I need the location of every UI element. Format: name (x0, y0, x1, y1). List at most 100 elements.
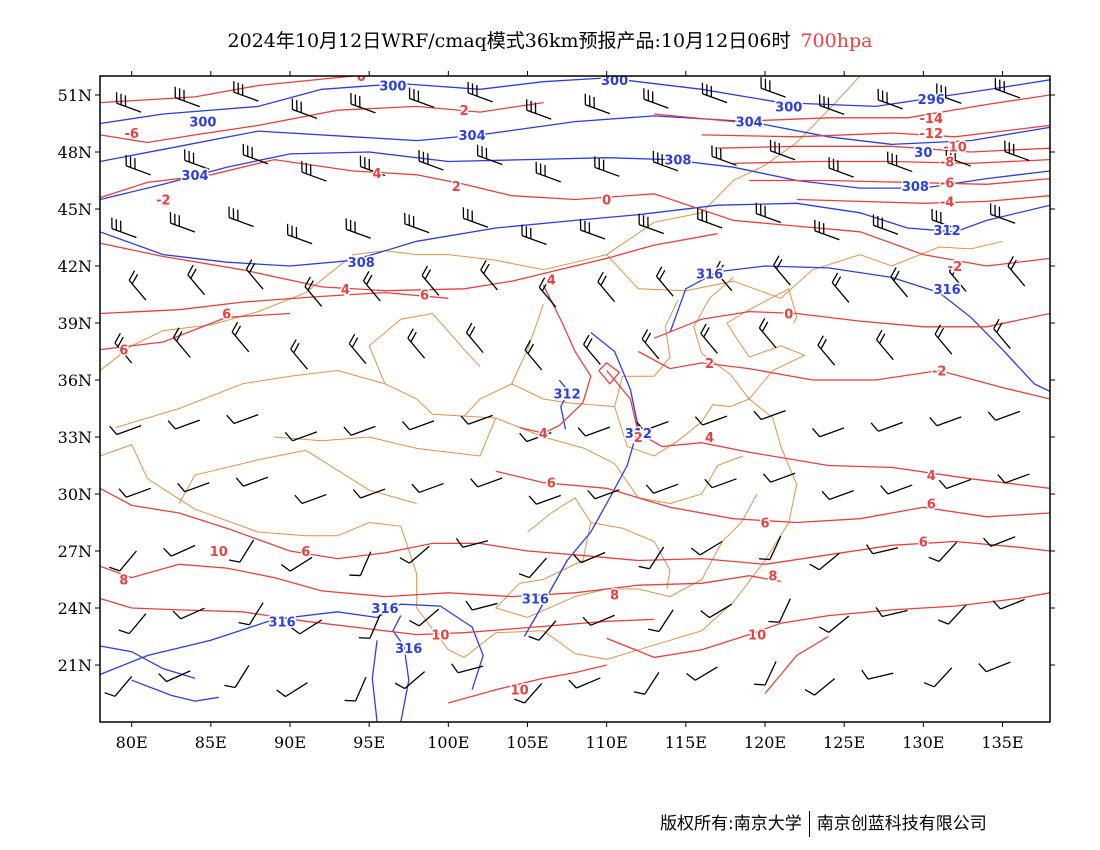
barb-feather (704, 478, 713, 489)
wind-barb (938, 478, 972, 490)
barb-staff (234, 665, 250, 688)
barb-feather (938, 619, 949, 625)
wind-barb (228, 206, 254, 228)
barb-staff (128, 279, 147, 301)
barb-feather (992, 600, 1001, 610)
geopotential-label: 312 (554, 387, 581, 402)
temperature-line (598, 362, 621, 385)
barb-feather (528, 635, 540, 641)
barb-feather (245, 259, 253, 270)
barb-feather (424, 269, 432, 280)
copyright-right: 南京创蓝科技有限公司 (816, 814, 987, 834)
temperature-label: -2 (948, 260, 962, 275)
barb-staff (173, 337, 191, 358)
barb-feather (831, 272, 839, 283)
barb-staff (887, 162, 913, 173)
wind-barb (890, 267, 908, 298)
barb-staff (348, 343, 367, 365)
barb-staff (655, 275, 674, 297)
temperature-label: -6 (940, 176, 954, 191)
footer-separator (808, 811, 810, 837)
barb-staff (760, 87, 786, 98)
copyright-footer: 版权所有:南京大学 南京创蓝科技有限公司 (660, 809, 987, 837)
title-level: 700hpa (800, 30, 873, 52)
wind-barb (872, 214, 899, 235)
barb-feather (118, 488, 127, 498)
geopotential-label: 316 (696, 268, 723, 283)
lat-label: 27N (58, 542, 92, 561)
temperature-line (448, 664, 607, 704)
barb-staff (231, 331, 250, 353)
wind-barb (923, 667, 953, 688)
barb-staff (760, 409, 786, 421)
temperature-label: 10 (210, 545, 228, 560)
barb-feather (468, 326, 476, 337)
wind-barb (577, 426, 611, 437)
barb-feather (636, 421, 645, 431)
lat-label: 24N (58, 599, 92, 618)
wind-barb (460, 414, 493, 425)
temperature-line (749, 177, 1050, 185)
barb-staff (126, 487, 151, 498)
temperature-label: 2 (452, 180, 461, 195)
wind-barb (304, 276, 323, 307)
wind-barb (877, 88, 903, 110)
temperature-line (100, 487, 1050, 565)
temperature-line (100, 291, 449, 315)
temperature-line (495, 470, 1050, 524)
wind-barb (174, 86, 200, 108)
contour-labels: 300 3003003002963043043043083083083123163… (118, 74, 969, 700)
geopotential-line (100, 115, 1050, 163)
barb-feather (587, 489, 596, 500)
temperature-label: 8 (119, 574, 128, 589)
wind-barb (773, 255, 791, 286)
geopotential-label: 316 (371, 602, 398, 617)
barb-staff (363, 280, 381, 302)
barb-staff (585, 426, 611, 437)
wind-barb (989, 203, 1016, 224)
barb-feather (411, 483, 420, 493)
barb-staff (299, 619, 323, 635)
geopotential-label: 300 (775, 100, 802, 115)
lon-label: 110E (586, 733, 628, 752)
lon-label: 95E (353, 733, 385, 752)
temperature-label: 4 (341, 283, 350, 298)
geopotential-label: 300 (601, 74, 628, 89)
geopotential-line (371, 640, 378, 722)
temperature-label: -12 (920, 127, 944, 142)
barb-staff (594, 166, 620, 177)
temperature-label: 4 (927, 469, 936, 484)
barb-feather (518, 573, 530, 579)
barb-staff (872, 547, 899, 555)
barb-feather (483, 263, 490, 274)
temperature-label: 6 (222, 308, 231, 323)
barb-feather (177, 482, 186, 493)
temperature-label: -6 (124, 127, 138, 142)
temperature-label: 6 (919, 536, 928, 551)
barb-staff (528, 557, 547, 578)
barb-staff (184, 482, 210, 493)
barb-feather (812, 428, 821, 438)
geopotential-label: 308 (348, 256, 375, 271)
barb-staff (993, 328, 1011, 350)
wind-barbs (104, 77, 1030, 704)
temperature-label: 4 (373, 167, 382, 182)
barb-feather (410, 331, 417, 343)
wind-barb (345, 218, 371, 239)
boundary-line (590, 522, 671, 590)
barb-staff (1004, 151, 1030, 162)
temperature-label: 6 (760, 517, 769, 532)
longitude-axis: 80E 85E 90E 95E 100E 105E 110E 115E 120E 125E 130E… (116, 733, 1024, 752)
barb-staff (873, 224, 899, 235)
wind-barb (538, 277, 557, 308)
barb-staff (287, 234, 313, 245)
wind-barb (818, 615, 850, 633)
barb-staff (702, 93, 728, 104)
barb-feather (401, 420, 411, 431)
barb-feather (352, 489, 362, 499)
barb-feather (465, 322, 473, 334)
barb-staff (524, 683, 543, 704)
wind-barb (276, 682, 308, 698)
barb-feather (641, 329, 649, 340)
wind-barb (109, 424, 142, 436)
